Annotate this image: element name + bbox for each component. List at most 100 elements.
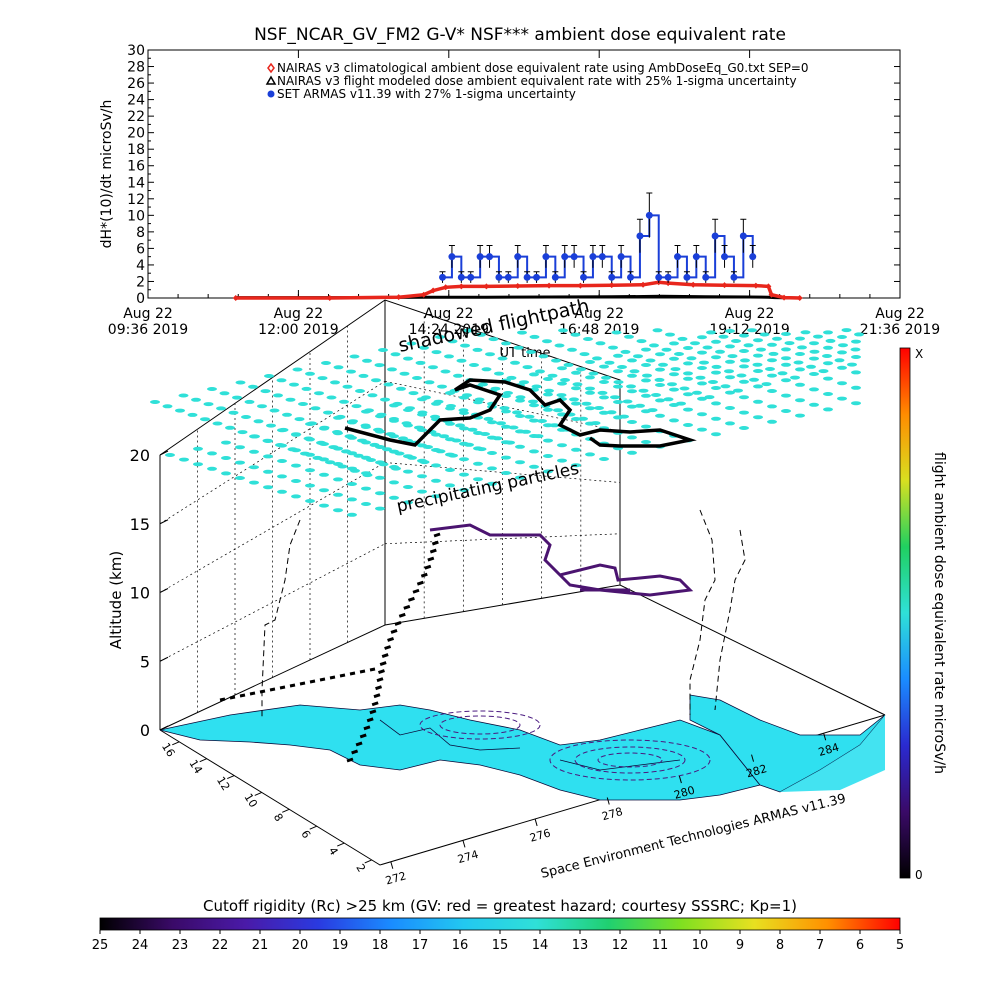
particle-upper: [419, 345, 429, 350]
dose-x-tick-time: 21:36 2019: [860, 322, 940, 338]
series-climatological-point: [577, 282, 584, 289]
particle-upper: [622, 399, 633, 404]
particle-lower: [543, 454, 553, 458]
longitude-tick-label: 284: [817, 741, 841, 759]
particle-lower: [291, 479, 301, 483]
particle-lower: [781, 378, 791, 383]
flight-climb-point: [416, 580, 424, 586]
particle-lower: [347, 451, 357, 456]
particle-upper: [679, 386, 690, 391]
series-armas-point: [448, 253, 456, 261]
particle-upper: [472, 347, 483, 352]
dose-colorbar-gradient: [899, 347, 911, 879]
particle-lower: [417, 412, 427, 417]
particle-upper: [583, 337, 593, 341]
particle-upper: [818, 369, 829, 374]
particle-upper: [305, 371, 315, 376]
dose-y-tick-label: 20: [127, 126, 145, 142]
particle-upper: [519, 380, 529, 385]
flight-climb-point: [384, 645, 392, 650]
latitude-tick-label: 12: [214, 774, 232, 793]
dose-colorbar-bottom-label: 0: [915, 868, 923, 882]
series-climatological-point: [721, 282, 728, 289]
particle-lower: [333, 508, 343, 513]
particle-lower: [207, 466, 217, 471]
particle-lower: [235, 476, 245, 480]
particle-upper: [572, 382, 583, 387]
series-armas-point: [664, 273, 672, 281]
particle-lower: [319, 488, 329, 493]
legend-marker-triangle: [265, 75, 277, 85]
particle-lower: [333, 431, 343, 436]
series-climatological-point: [690, 281, 697, 288]
latitude-tick-label: 16: [159, 741, 177, 760]
particle-lower: [585, 421, 595, 426]
particle-upper: [178, 393, 189, 398]
particle-upper: [765, 367, 775, 371]
dose-series-layer: [232, 192, 803, 301]
particle-upper: [374, 363, 385, 368]
particle-lower: [515, 475, 525, 480]
altitude-tick-label: 20: [130, 446, 150, 465]
flight-climb-point: [412, 588, 420, 594]
particle-upper: [463, 328, 474, 333]
particle-upper: [611, 330, 622, 335]
particle-lower: [305, 468, 315, 473]
flight-low-track-point: [269, 687, 276, 692]
particle-lower: [389, 465, 399, 469]
right-wall-gridline: [384, 462, 621, 483]
particle-upper: [269, 408, 280, 413]
particle-lower: [347, 482, 357, 486]
particle-lower: [277, 443, 287, 448]
particle-upper: [339, 399, 349, 404]
particle-upper: [838, 343, 848, 348]
particle-upper: [636, 339, 647, 344]
particle-upper: [253, 419, 264, 424]
particle-upper: [850, 347, 861, 352]
flight-climb-point: [433, 532, 441, 538]
particle-lower: [725, 406, 735, 410]
particle-lower: [375, 491, 385, 496]
particle-upper: [241, 415, 251, 419]
longitude-tick: [823, 733, 827, 741]
longitude-tick-label: 274: [456, 848, 480, 866]
particle-lower: [725, 375, 735, 380]
series-armas-point: [721, 253, 729, 261]
cutoff-rigidity-tick-label: 17: [412, 938, 429, 953]
dose-y-tick-label: 14: [127, 175, 145, 191]
particle-upper: [175, 408, 185, 413]
flight-low-track-point: [339, 673, 346, 678]
particle-lower: [249, 480, 259, 485]
particle-lower: [711, 339, 721, 344]
altitude-tick: [159, 450, 169, 456]
series-armas-point: [561, 253, 569, 261]
particle-lower: [599, 457, 609, 461]
particle-lower: [795, 413, 805, 418]
particle-upper: [485, 352, 495, 357]
particle-lower: [445, 452, 455, 457]
particle-upper: [358, 373, 369, 378]
particle-upper: [499, 406, 510, 411]
particle-upper: [715, 349, 725, 354]
particle-lower: [375, 475, 385, 480]
particle-upper: [216, 406, 226, 411]
particle-upper: [661, 347, 672, 352]
particle-lower: [753, 399, 763, 404]
particle-lower: [305, 452, 315, 457]
particle-lower: [697, 335, 707, 340]
particle-lower: [291, 463, 301, 468]
flight-low-track-point: [359, 669, 366, 674]
particle-lower: [207, 451, 217, 456]
particle-lower: [473, 400, 483, 405]
particle-lower: [795, 367, 805, 372]
particle-upper: [608, 345, 618, 350]
particle-lower: [725, 421, 735, 426]
particle-lower: [613, 353, 623, 358]
particle-lower: [221, 456, 231, 460]
particle-upper: [663, 397, 674, 402]
particle-lower: [445, 391, 455, 395]
particle-lower: [333, 477, 343, 482]
particle-lower: [809, 356, 819, 361]
particle-upper: [708, 380, 718, 384]
flight-low-track-point: [259, 689, 266, 694]
